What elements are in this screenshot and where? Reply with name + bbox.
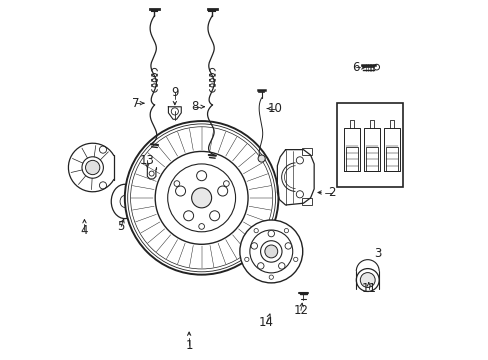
Circle shape [191,188,211,208]
Text: 3: 3 [373,247,380,260]
Text: 12: 12 [293,304,308,317]
Circle shape [240,220,302,283]
Circle shape [183,211,193,221]
Circle shape [155,152,247,244]
Bar [301,148,312,155]
Text: 4: 4 [81,224,88,237]
Circle shape [285,243,291,249]
Circle shape [82,157,103,178]
Circle shape [85,160,100,175]
Circle shape [249,230,292,273]
Ellipse shape [111,184,138,219]
Bar [301,198,312,205]
Circle shape [175,186,185,196]
Circle shape [196,171,206,181]
Circle shape [264,245,277,258]
Circle shape [209,211,219,221]
Circle shape [257,263,264,269]
Text: 5: 5 [117,220,125,233]
Circle shape [258,155,264,162]
Circle shape [360,273,374,287]
Text: 9: 9 [171,86,178,99]
Circle shape [260,241,282,262]
Circle shape [267,230,274,237]
Text: 2: 2 [327,186,335,199]
Text: 7: 7 [132,97,139,110]
Text: 14: 14 [259,316,274,329]
Text: 11: 11 [361,283,376,296]
Circle shape [278,263,285,269]
Circle shape [217,186,227,196]
Bar [337,103,403,187]
Circle shape [124,121,278,275]
Circle shape [250,243,257,249]
Text: 1: 1 [185,338,192,351]
Text: 6: 6 [351,61,359,74]
Text: 8: 8 [190,100,198,113]
Text: 10: 10 [267,102,282,115]
Text: 13: 13 [140,154,155,167]
Circle shape [356,269,378,292]
Circle shape [167,164,235,232]
